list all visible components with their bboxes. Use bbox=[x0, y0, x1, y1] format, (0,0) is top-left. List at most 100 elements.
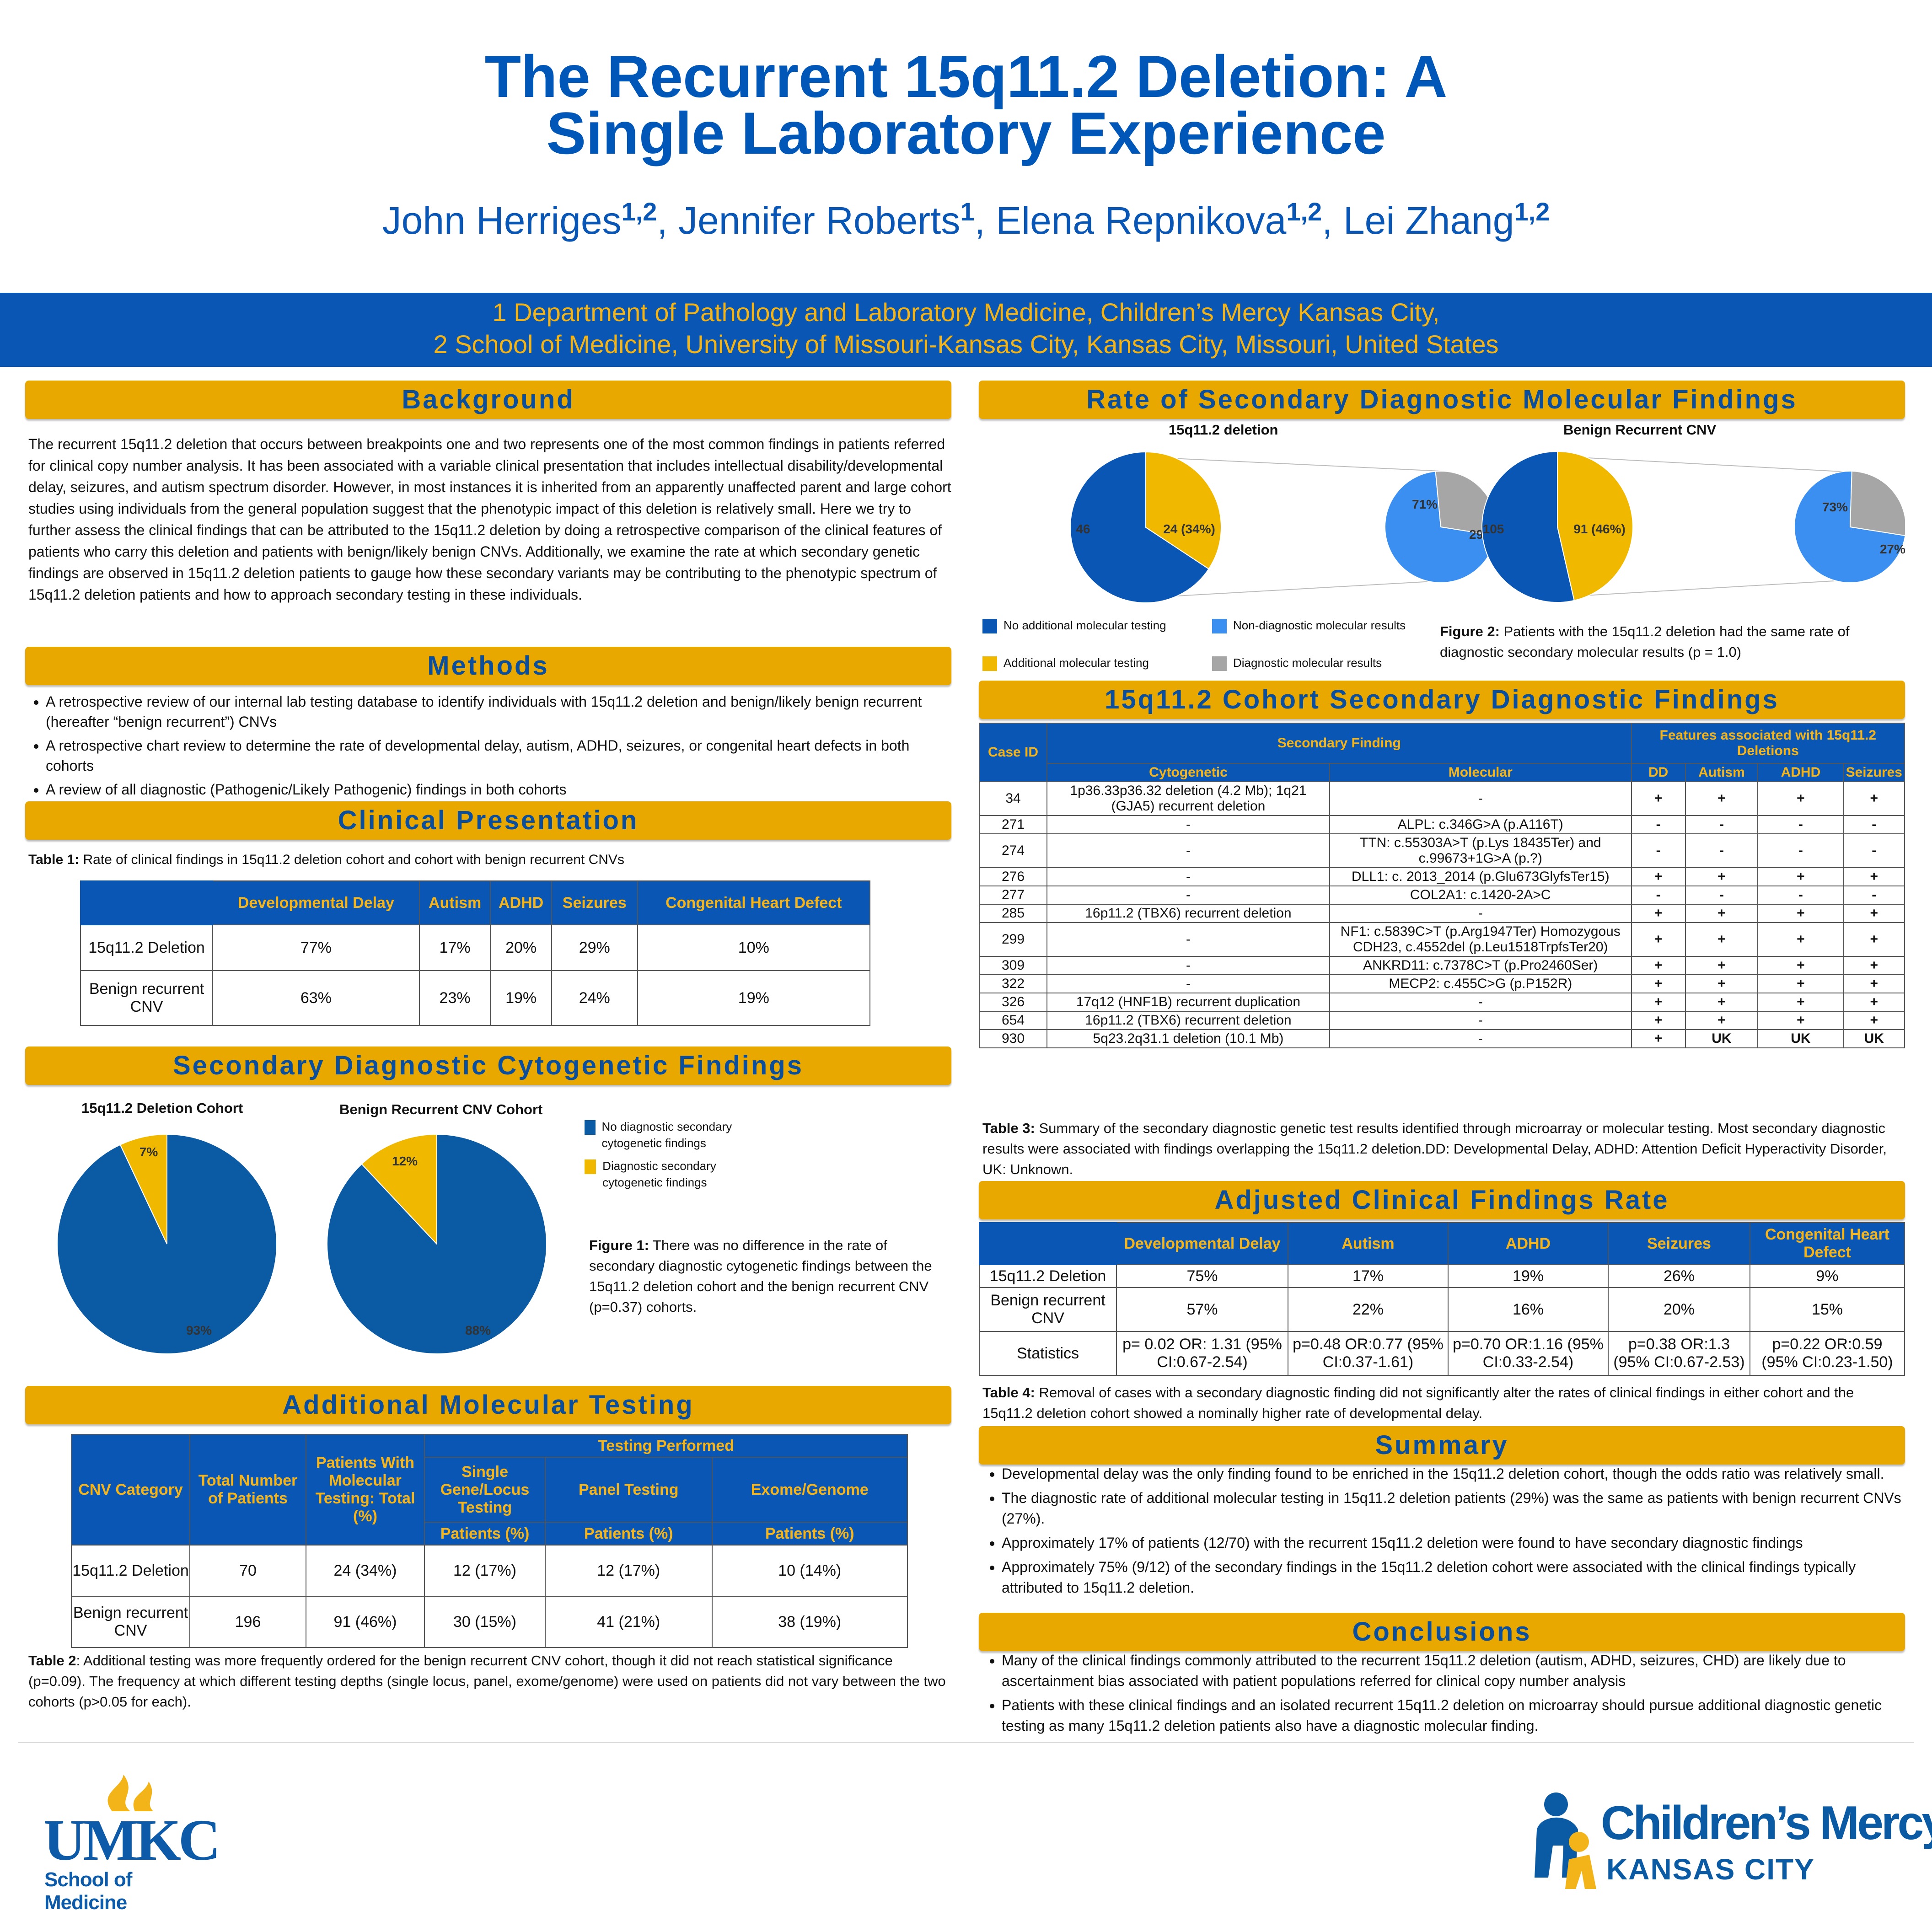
list-item: Developmental delay was the only finding… bbox=[1002, 1464, 1907, 1484]
table1: Developmental Delay Autism ADHD Seizures… bbox=[80, 880, 871, 1026]
addl-heading: Additional Molecular Testing bbox=[25, 1386, 951, 1424]
table-cell: - bbox=[1631, 815, 1686, 834]
table-row: Benign recurrent CNV 196 91 (46%) 30 (15%… bbox=[71, 1596, 908, 1648]
table-cell: 322 bbox=[978, 974, 1048, 993]
umkc-logo: UMKC School of Medicine bbox=[43, 1775, 220, 1914]
list-item: Approximately 75% (9/12) of the secondar… bbox=[1002, 1557, 1907, 1598]
conclusions-heading: Conclusions bbox=[979, 1613, 1905, 1651]
table-cell: + bbox=[1757, 922, 1844, 957]
pie-data-label: 12% bbox=[392, 1154, 418, 1168]
table-cell: - bbox=[1685, 833, 1759, 868]
table-cell: - bbox=[1757, 833, 1844, 868]
pie1-title: 15q11.2 Deletion Cohort bbox=[81, 1100, 243, 1116]
summary-heading: Summary bbox=[979, 1426, 1905, 1465]
table-cell: 16p11.2 (TBX6) recurrent deletion bbox=[1046, 904, 1330, 923]
list-item: Patients with these clinical findings an… bbox=[1002, 1695, 1907, 1736]
author-list: John Herriges1,2, Jennifer Roberts1, Ele… bbox=[382, 197, 1550, 242]
table-cell: - bbox=[1329, 993, 1632, 1012]
legend-swatch bbox=[585, 1120, 596, 1135]
legend-label: Non-diagnostic molecular results bbox=[1233, 618, 1406, 632]
table-cell: DLL1: c. 2013_2014 (p.Glu673GlyfsTer15) bbox=[1329, 867, 1632, 886]
table-row: 322- MECP2: c.455C>G (p.P152R) + + + + bbox=[978, 974, 1905, 993]
table-row: 309- ANKRD11: c.7378C>T (p.Pro2460Ser) + + +… bbox=[978, 956, 1905, 975]
list-item: The diagnostic rate of additional molecu… bbox=[1002, 1488, 1907, 1529]
table-row: 15q11.2 Deletion 75% 17% 19% 26% 9% bbox=[979, 1264, 1905, 1288]
methods-heading: Methods bbox=[25, 647, 951, 685]
table-cell: - bbox=[1329, 1029, 1632, 1048]
adjusted-heading: Adjusted Clinical Findings Rate bbox=[979, 1181, 1905, 1219]
pie-slice bbox=[1849, 471, 1905, 537]
list-item: A review of all diagnostic (Pathogenic/L… bbox=[46, 779, 951, 800]
figure1-caption: Figure 1: There was no difference in the… bbox=[589, 1237, 932, 1315]
table-cell: + bbox=[1843, 904, 1905, 923]
table-cell: - bbox=[1757, 886, 1844, 905]
legend-swatch bbox=[585, 1159, 596, 1174]
pie-slice bbox=[57, 1133, 277, 1354]
table2: CNV Category Total Number of Patients Pa… bbox=[71, 1434, 908, 1648]
table-cell: + bbox=[1843, 956, 1905, 975]
table-cell: + bbox=[1631, 781, 1686, 816]
pie-chart: 7% 93% bbox=[57, 1133, 277, 1354]
table-cell: 309 bbox=[978, 956, 1048, 975]
table-cell: + bbox=[1631, 922, 1686, 957]
table-cell: - bbox=[1329, 1011, 1632, 1030]
footer-divider bbox=[18, 1742, 1914, 1743]
pie-data-label: 71% bbox=[1412, 497, 1438, 511]
table-cell: - bbox=[1631, 833, 1686, 868]
table-cell: + bbox=[1843, 922, 1905, 957]
table4: Developmental Delay Autism ADHD Seizures… bbox=[979, 1222, 1905, 1376]
author-name: Jennifer Roberts bbox=[678, 199, 961, 242]
table-row: 15q11.2 Deletion 70 24 (34%) 12 (17%) 12 (… bbox=[71, 1545, 908, 1597]
childrens-mercy-figure-icon bbox=[1535, 1792, 1596, 1889]
affiliation-line: 1 Department of Pathology and Laboratory… bbox=[492, 298, 1440, 327]
table-cell: + bbox=[1757, 974, 1844, 993]
table-cell: 276 bbox=[978, 867, 1048, 886]
table-cell: + bbox=[1685, 867, 1759, 886]
list-item: Approximately 17% of patients (12/70) wi… bbox=[1002, 1533, 1907, 1553]
table-cell: - bbox=[1631, 886, 1686, 905]
author-name: Elena Repnikova bbox=[996, 199, 1287, 242]
table-cell: + bbox=[1631, 1011, 1686, 1030]
poster-title: The Recurrent 15q11.2 Deletion: A Single… bbox=[484, 43, 1448, 166]
table-cell: + bbox=[1757, 956, 1844, 975]
table-row: 277- COL2A1: c.1420-2A>C - - - - bbox=[978, 886, 1905, 905]
affiliation-banner: 1 Department of Pathology and Laboratory… bbox=[0, 293, 1932, 367]
list-item: A retrospective chart review to determin… bbox=[46, 735, 951, 776]
table-cell: + bbox=[1843, 1011, 1905, 1030]
table-cell: 5q23.2q31.1 deletion (10.1 Mb) bbox=[1046, 1029, 1330, 1048]
table-cell: 285 bbox=[978, 904, 1048, 923]
legend-label: No diagnostic secondary cytogenetic find… bbox=[601, 1120, 732, 1150]
table3-caption: Table 3: Summary of the secondary diagno… bbox=[982, 1120, 1887, 1177]
table-row: 271- ALPL: c.346G>A (p.A116T) - - - - bbox=[978, 815, 1905, 834]
table-cell: - bbox=[1046, 886, 1330, 905]
table-cell: + bbox=[1685, 1011, 1759, 1030]
umkc-flame-icon bbox=[107, 1775, 153, 1811]
table-cell: - bbox=[1843, 886, 1905, 905]
pie-slice bbox=[327, 1133, 547, 1354]
table-cell: 34 bbox=[978, 781, 1048, 816]
legend-label: No additional molecular testing bbox=[1004, 618, 1166, 632]
table3: Case ID Secondary Finding Features assoc… bbox=[978, 723, 1905, 1048]
legend-swatch bbox=[982, 619, 997, 634]
pie-chart: 91 (46%) 105 bbox=[1481, 451, 1633, 603]
table-cell: - bbox=[1046, 922, 1330, 957]
pie-data-label: 7% bbox=[140, 1145, 158, 1159]
table-cell: - bbox=[1685, 815, 1759, 834]
table-row: 299- NF1: c.5839C>T (p.Arg1947Ter) Homozy… bbox=[978, 922, 1905, 957]
table-cell: + bbox=[1757, 867, 1844, 886]
table-cell: 271 bbox=[978, 815, 1048, 834]
legend-label: Additional molecular testing bbox=[1004, 656, 1149, 670]
table-cell: 17q12 (HNF1B) recurrent duplication bbox=[1046, 993, 1330, 1012]
table-cell: + bbox=[1631, 1029, 1686, 1048]
table-cell: UK bbox=[1843, 1029, 1905, 1048]
table-row: 654 16p11.2 (TBX6) recurrent deletion - + + +… bbox=[978, 1011, 1905, 1030]
legend-label: Diagnostic secondary cytogenetic finding… bbox=[602, 1159, 716, 1189]
pie-data-label: 88% bbox=[465, 1323, 491, 1337]
cohort-heading: 15q11.2 Cohort Secondary Diagnostic Find… bbox=[979, 681, 1905, 719]
rate-pie2-title: Benign Recurrent CNV bbox=[1563, 422, 1717, 438]
table-cell: + bbox=[1843, 867, 1905, 886]
table-row: 15q11.2 Deletion 77% 17% 20% 29% 10% bbox=[80, 924, 871, 971]
table-cell: - bbox=[1685, 886, 1759, 905]
cyto-legend: No diagnostic secondary cytogenetic find… bbox=[585, 1118, 777, 1191]
table-cell: - bbox=[1046, 833, 1330, 868]
